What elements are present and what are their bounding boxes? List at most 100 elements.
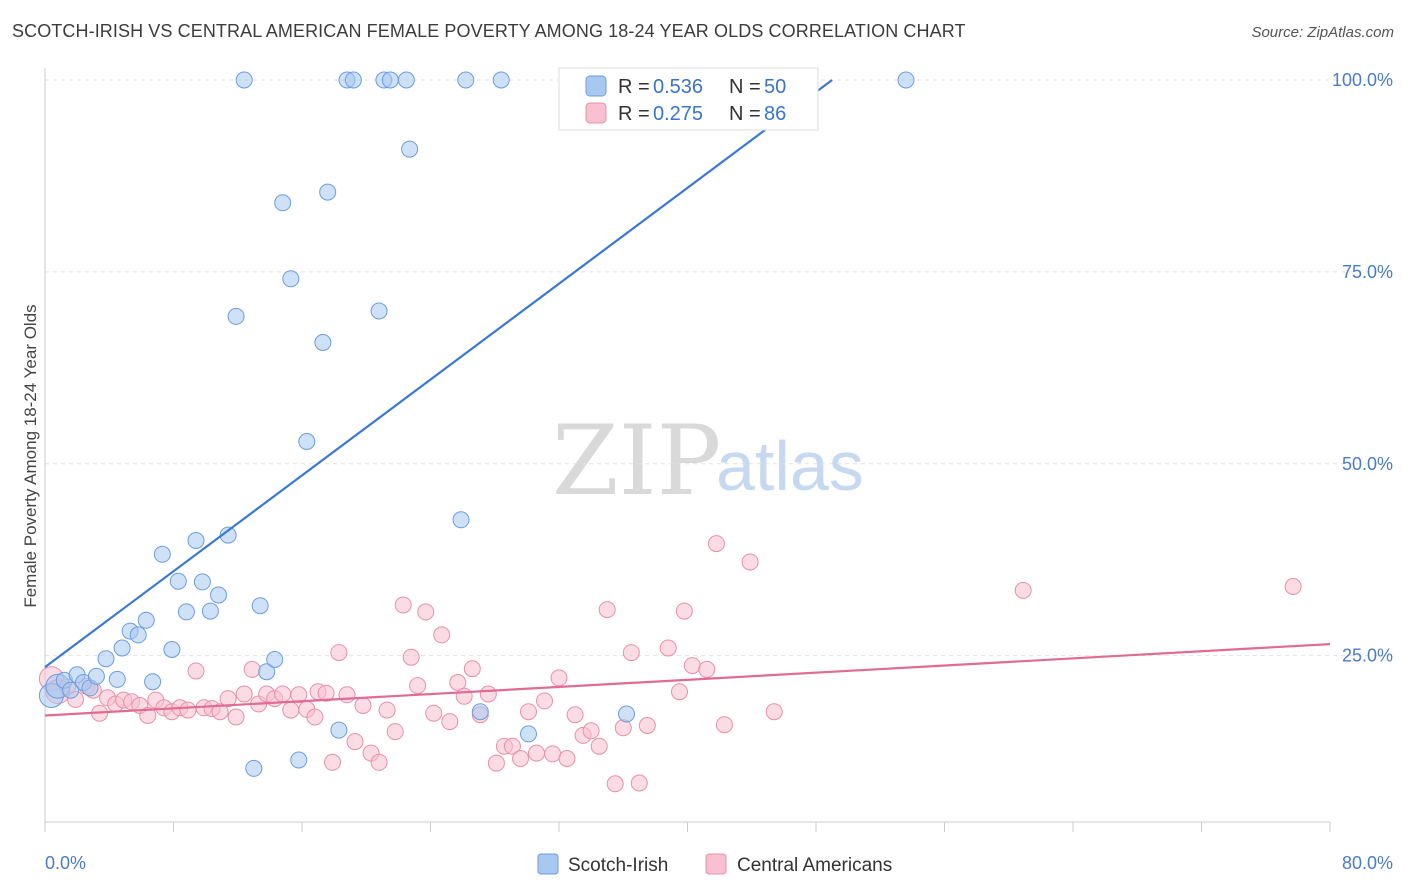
point-central-americans: [683, 657, 701, 675]
point-scotch-irish: [370, 302, 388, 320]
point-central-americans: [520, 703, 537, 721]
point-central-americans: [243, 660, 261, 678]
point-central-americans: [675, 602, 693, 620]
x-tick-labels: 0.0% 80.0%: [45, 853, 1393, 873]
point-scotch-irish: [129, 626, 147, 644]
point-scotch-irish: [108, 670, 126, 688]
point-scotch-irish: [193, 573, 211, 591]
legend-r-label-1: R =: [618, 76, 650, 98]
legend-swatch-central-americans: [585, 102, 607, 124]
legend-n-value-2: 86: [764, 103, 786, 125]
point-central-americans: [638, 717, 656, 734]
point-scotch-irish: [282, 270, 300, 288]
point-central-americans: [558, 750, 576, 767]
point-central-americans: [441, 713, 459, 731]
x-tick-label: 80.0%: [1342, 853, 1393, 873]
point-central-americans: [528, 744, 545, 762]
y-axis-label: Female Poverty Among 18-24 Year Olds: [21, 304, 40, 607]
point-central-americans: [698, 660, 716, 678]
grid-lines: [45, 79, 1392, 657]
point-central-americans: [227, 708, 245, 726]
point-central-americans: [394, 596, 412, 614]
point-scotch-irish: [520, 725, 537, 743]
point-central-americans: [715, 716, 733, 734]
series-legend: Scotch-Irish Central Americans: [537, 853, 892, 876]
point-scotch-irish: [251, 597, 269, 615]
point-scotch-irish: [319, 183, 337, 201]
point-central-americans: [354, 697, 372, 714]
point-scotch-irish: [471, 703, 489, 721]
point-central-americans: [550, 669, 568, 687]
point-central-americans: [455, 687, 473, 705]
legend-r-label-2: R =: [618, 103, 650, 125]
source-label: Source: ZipAtlas.com: [1251, 24, 1394, 41]
bottom-legend-swatch-central-americans: [705, 853, 727, 875]
watermark-zip: ZIP: [552, 405, 721, 517]
point-scotch-irish: [401, 140, 419, 158]
point-scotch-irish: [137, 611, 155, 629]
point-scotch-irish: [897, 71, 915, 89]
point-scotch-irish: [97, 650, 115, 668]
y-tick-label: 50.0%: [1342, 454, 1393, 474]
x-tick-label: 0.0%: [45, 853, 86, 873]
point-scotch-irish: [163, 641, 181, 658]
point-central-americans: [433, 626, 451, 644]
point-central-americans: [417, 603, 435, 621]
point-scotch-irish: [314, 334, 332, 351]
point-scotch-irish: [452, 511, 470, 529]
y-tick-labels: 25.0% 50.0% 75.0% 100.0%: [1332, 70, 1393, 666]
point-central-americans: [402, 648, 420, 666]
point-central-americans: [330, 644, 348, 662]
point-central-americans: [187, 662, 205, 680]
point-central-americans: [598, 601, 616, 619]
point-central-americans: [378, 701, 396, 719]
point-central-americans: [317, 684, 335, 702]
point-scotch-irish: [187, 532, 205, 549]
legend-n-label-2: N =: [729, 103, 761, 125]
point-scotch-irish: [201, 602, 219, 620]
point-scotch-irish: [235, 71, 253, 89]
point-central-americans: [503, 737, 521, 755]
point-central-americans: [386, 723, 404, 741]
point-central-americans: [544, 745, 562, 763]
point-central-americans: [659, 639, 677, 657]
bottom-legend-swatch-scotch-irish: [537, 853, 559, 875]
point-central-americans: [139, 707, 157, 724]
point-scotch-irish: [492, 71, 510, 89]
point-scotch-irish: [144, 673, 162, 691]
point-central-americans: [590, 737, 608, 755]
legend-r-value-1: 0.536: [653, 76, 703, 98]
point-scotch-irish: [330, 721, 348, 739]
point-central-americans: [338, 686, 356, 704]
y-tick-label: 75.0%: [1342, 262, 1393, 282]
trend-lines: [44, 79, 1331, 717]
point-central-americans: [274, 685, 292, 703]
data-points: [38, 71, 1302, 793]
watermark-atlas: atlas: [716, 427, 864, 505]
point-scotch-irish: [219, 526, 237, 544]
point-central-americans: [179, 701, 197, 719]
point-scotch-irish: [618, 705, 635, 723]
trendline-central-americans: [44, 643, 1331, 717]
point-central-americans: [449, 674, 467, 691]
point-central-americans: [1284, 578, 1302, 595]
chart-title: SCOTCH-IRISH VS CENTRAL AMERICAN FEMALE …: [12, 21, 966, 41]
point-central-americans: [235, 685, 253, 703]
point-scotch-irish: [344, 71, 362, 89]
point-central-americans: [630, 774, 648, 792]
point-scotch-irish: [258, 663, 276, 681]
point-central-americans: [425, 704, 443, 722]
point-central-americans: [346, 733, 364, 751]
point-scotch-irish: [87, 667, 105, 685]
point-central-americans: [614, 719, 632, 737]
point-central-americans: [211, 703, 229, 721]
stats-legend: R = 0.536 N = 50 R = 0.275 N = 86: [558, 67, 819, 131]
bottom-legend-label-scotch-irish: Scotch-Irish: [568, 855, 668, 876]
point-scotch-irish: [113, 639, 131, 657]
point-central-americans: [324, 753, 341, 771]
point-central-americans: [741, 553, 759, 571]
legend-n-value-1: 50: [764, 76, 786, 98]
point-scotch-irish: [210, 586, 227, 604]
point-central-americans: [536, 692, 553, 710]
